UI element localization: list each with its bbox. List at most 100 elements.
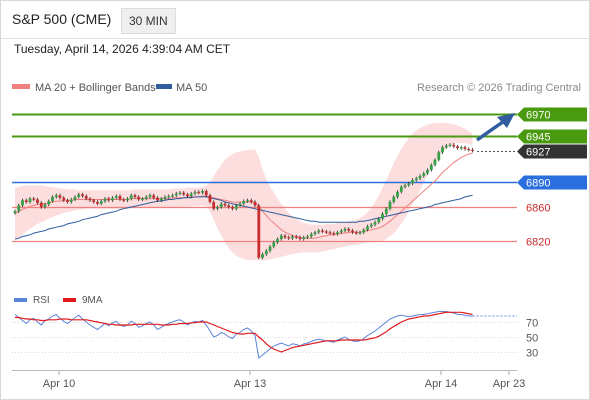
candle-body	[13, 211, 17, 213]
candle-body	[201, 191, 204, 193]
candle-body	[204, 191, 208, 196]
candle-body	[193, 191, 197, 194]
candle-body	[249, 200, 253, 202]
candle-body	[343, 228, 347, 231]
candle-body	[17, 205, 21, 212]
candle-body	[92, 200, 96, 202]
candle-body	[242, 201, 246, 204]
candle-body	[369, 224, 373, 227]
candle-body	[373, 222, 377, 225]
candle-body	[399, 186, 403, 192]
candle-body	[223, 203, 227, 206]
rsi-tick-30: 30	[526, 348, 538, 360]
candle-body	[148, 195, 152, 197]
legend-ma50-label: MA 50	[176, 82, 207, 94]
candle-body	[328, 232, 332, 234]
candle-body	[238, 203, 242, 206]
level-labels: 6970 6945 6927 6890 6860 6820	[517, 107, 587, 249]
candle-body	[429, 165, 433, 170]
timestamp: Tuesday, April 14, 2026 4:39:04 AM CET	[14, 42, 231, 56]
level-label-6890: 6890	[526, 178, 550, 190]
candle-body	[107, 198, 111, 201]
candle-body	[411, 180, 414, 184]
candle-body	[227, 205, 231, 208]
candle-body	[414, 178, 418, 181]
candle-body	[422, 173, 426, 176]
candle-body	[317, 230, 321, 233]
candle-body	[51, 196, 54, 202]
legend-9ma-swatch	[63, 298, 76, 302]
candle-body	[444, 145, 448, 148]
candle-body	[287, 237, 291, 239]
candle-body	[167, 196, 171, 198]
candle-body	[174, 193, 178, 196]
candle-body	[336, 232, 339, 234]
candle-body	[21, 200, 24, 206]
legend-rsi-label: RSI	[33, 295, 50, 306]
candle-body	[99, 201, 103, 204]
candle-body	[47, 201, 51, 205]
candle-body	[354, 232, 358, 234]
candle-body	[159, 198, 163, 201]
candle-body	[197, 191, 201, 194]
candle-body	[332, 233, 336, 235]
candle-body	[448, 144, 452, 146]
candle-body	[84, 196, 88, 199]
candle-body	[114, 196, 118, 198]
candle-body	[358, 232, 362, 234]
candle-body	[111, 197, 114, 201]
copyright-text: Research © 2026 Trading Central	[417, 82, 581, 94]
candle-body	[137, 196, 141, 200]
candle-body	[88, 198, 92, 201]
legend-ma20-swatch	[12, 84, 30, 89]
candle-body	[283, 235, 287, 238]
candle-body	[418, 175, 422, 179]
candle-body	[62, 197, 66, 201]
candle-body	[246, 200, 249, 202]
candle-body	[306, 236, 309, 238]
candle-body	[351, 230, 354, 233]
candle-body	[73, 196, 77, 200]
candle-body	[54, 195, 58, 197]
candle-body	[366, 226, 369, 230]
candle-body	[216, 207, 219, 209]
candle-body	[298, 237, 302, 239]
rsi-line	[14, 311, 473, 359]
candle-body	[392, 196, 396, 202]
candle-body	[384, 208, 388, 214]
candle-body	[294, 236, 298, 238]
bollinger-band-area	[15, 122, 473, 261]
candle-body	[163, 196, 167, 199]
level-label-6927: 6927	[526, 147, 550, 159]
legend-rsi-swatch	[14, 298, 27, 302]
candle-body	[178, 192, 182, 194]
candle-body	[126, 198, 129, 201]
candle-body	[403, 185, 407, 187]
candle-body	[268, 246, 272, 251]
candle-body	[381, 213, 384, 219]
candle-body	[261, 254, 264, 258]
candle-body	[302, 237, 306, 239]
candle-body	[324, 231, 328, 233]
candle-body	[471, 149, 474, 151]
candle-body	[208, 195, 212, 202]
level-tag-6927	[517, 144, 587, 159]
legend-ma20-label: MA 20 + Bollinger Bands	[35, 82, 156, 94]
candle-body	[426, 170, 429, 174]
timeframe-button[interactable]: 30 MIN	[121, 8, 176, 34]
legend-ma50-swatch	[156, 84, 172, 89]
candle-body	[257, 205, 261, 258]
candle-body	[36, 199, 39, 203]
candle-body	[182, 192, 186, 195]
ma50-line	[14, 194, 473, 240]
candle-body	[463, 147, 467, 149]
candle-body	[81, 194, 84, 197]
candlesticks	[13, 143, 474, 260]
level-label-6860: 6860	[526, 203, 550, 215]
candle-body	[118, 196, 122, 200]
candle-body	[103, 198, 107, 202]
candle-body	[407, 183, 411, 186]
candle-body	[433, 159, 437, 165]
candle-body	[272, 242, 276, 247]
